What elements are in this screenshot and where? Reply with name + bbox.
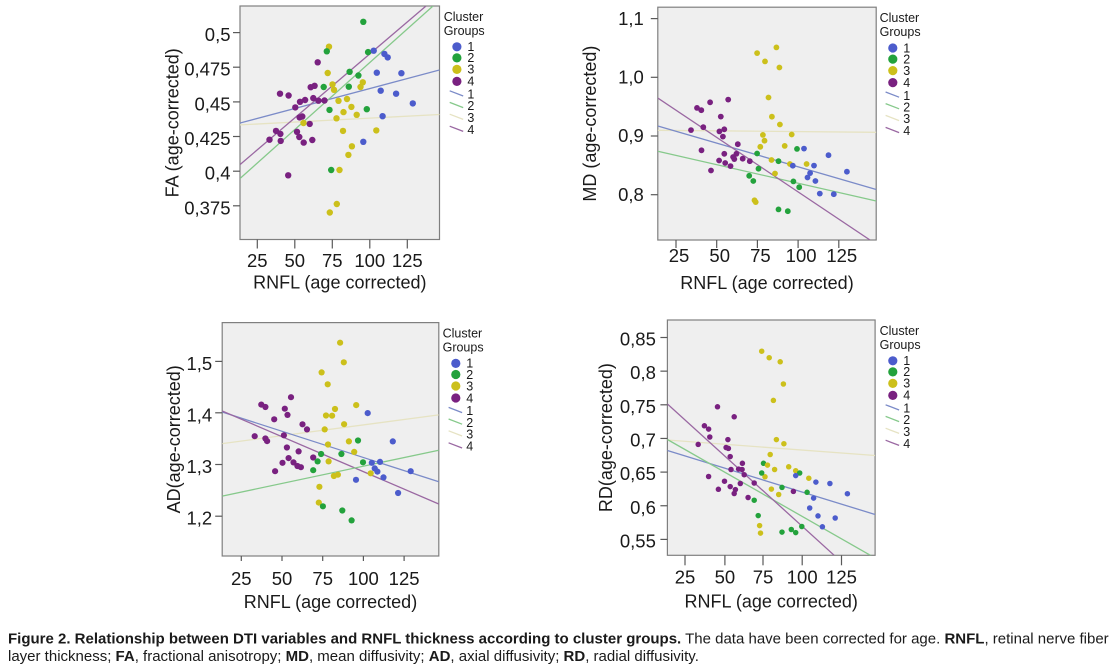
svg-text:Cluster: Cluster bbox=[880, 324, 920, 338]
svg-text:25: 25 bbox=[669, 245, 690, 266]
svg-text:75: 75 bbox=[312, 568, 333, 589]
svg-text:125: 125 bbox=[826, 245, 857, 266]
svg-text:1,0: 1,0 bbox=[618, 67, 644, 88]
svg-text:0,8: 0,8 bbox=[618, 184, 644, 205]
svg-text:25: 25 bbox=[247, 250, 268, 271]
svg-text:0,375: 0,375 bbox=[184, 197, 230, 218]
svg-text:3: 3 bbox=[903, 64, 910, 78]
svg-text:0,425: 0,425 bbox=[184, 128, 230, 149]
svg-text:1: 1 bbox=[903, 354, 910, 368]
svg-text:25: 25 bbox=[231, 568, 252, 589]
svg-text:Figure 2. Relationship between: Figure 2. Relationship between DTI varia… bbox=[8, 631, 1109, 648]
svg-text:1,2: 1,2 bbox=[186, 508, 212, 529]
svg-text:0,55: 0,55 bbox=[620, 530, 656, 551]
svg-text:3: 3 bbox=[467, 63, 474, 77]
svg-text:0,6: 0,6 bbox=[630, 497, 656, 518]
svg-text:3: 3 bbox=[903, 377, 910, 391]
svg-text:1,5: 1,5 bbox=[186, 353, 212, 374]
svg-text:1: 1 bbox=[903, 89, 910, 103]
svg-text:Cluster: Cluster bbox=[880, 11, 920, 25]
svg-text:2: 2 bbox=[903, 365, 910, 379]
svg-text:Groups: Groups bbox=[880, 25, 921, 39]
svg-text:2: 2 bbox=[467, 51, 474, 65]
svg-text:2: 2 bbox=[466, 416, 473, 430]
svg-text:AD(age-corrected): AD(age-corrected) bbox=[164, 365, 184, 513]
svg-text:3: 3 bbox=[466, 379, 473, 393]
svg-text:4: 4 bbox=[467, 123, 474, 137]
svg-text:RNFL (age corrected): RNFL (age corrected) bbox=[680, 273, 853, 293]
svg-text:RNFL (age corrected): RNFL (age corrected) bbox=[244, 592, 417, 612]
svg-text:layer thickness; FA, fractiona: layer thickness; FA, fractional anisotro… bbox=[8, 648, 699, 665]
svg-text:4: 4 bbox=[903, 389, 910, 403]
svg-text:0,75: 0,75 bbox=[620, 396, 656, 417]
svg-text:2: 2 bbox=[903, 52, 910, 66]
svg-text:0,85: 0,85 bbox=[620, 329, 656, 350]
svg-text:100: 100 bbox=[786, 245, 817, 266]
svg-text:0,4: 0,4 bbox=[205, 163, 231, 184]
svg-text:3: 3 bbox=[903, 112, 910, 126]
svg-text:125: 125 bbox=[389, 568, 420, 589]
svg-text:Groups: Groups bbox=[443, 341, 484, 355]
svg-text:1: 1 bbox=[903, 402, 910, 416]
svg-text:1,1: 1,1 bbox=[618, 8, 644, 29]
svg-text:MD (age-corrected): MD (age-corrected) bbox=[580, 46, 600, 202]
svg-text:1: 1 bbox=[467, 40, 474, 54]
svg-text:50: 50 bbox=[285, 250, 306, 271]
svg-text:1,3: 1,3 bbox=[186, 456, 212, 477]
svg-text:4: 4 bbox=[903, 124, 910, 138]
svg-text:0,5: 0,5 bbox=[205, 24, 231, 45]
svg-text:0,8: 0,8 bbox=[630, 362, 656, 383]
svg-text:3: 3 bbox=[467, 111, 474, 125]
svg-text:RD(age-corrected): RD(age-corrected) bbox=[596, 363, 616, 512]
svg-text:0,45: 0,45 bbox=[194, 93, 230, 114]
svg-text:Groups: Groups bbox=[880, 338, 921, 352]
svg-text:0,7: 0,7 bbox=[630, 429, 656, 450]
svg-text:75: 75 bbox=[750, 245, 771, 266]
svg-text:75: 75 bbox=[322, 250, 343, 271]
svg-text:1: 1 bbox=[467, 88, 474, 102]
svg-text:125: 125 bbox=[826, 567, 857, 588]
svg-text:3: 3 bbox=[903, 425, 910, 439]
svg-text:1: 1 bbox=[466, 404, 473, 418]
svg-text:75: 75 bbox=[753, 567, 774, 588]
svg-text:125: 125 bbox=[392, 250, 423, 271]
svg-text:1: 1 bbox=[466, 357, 473, 371]
svg-text:100: 100 bbox=[787, 567, 818, 588]
svg-text:25: 25 bbox=[675, 567, 696, 588]
svg-text:4: 4 bbox=[467, 75, 474, 89]
svg-text:50: 50 bbox=[715, 567, 736, 588]
svg-text:FA (age-corrected): FA (age-corrected) bbox=[163, 48, 183, 197]
svg-text:Groups: Groups bbox=[444, 24, 485, 38]
svg-text:100: 100 bbox=[354, 250, 385, 271]
svg-text:2: 2 bbox=[466, 368, 473, 382]
svg-text:1,4: 1,4 bbox=[186, 404, 212, 425]
svg-text:4: 4 bbox=[466, 440, 473, 454]
svg-text:50: 50 bbox=[272, 568, 293, 589]
svg-text:Cluster: Cluster bbox=[444, 10, 484, 24]
svg-text:50: 50 bbox=[709, 245, 730, 266]
svg-text:2: 2 bbox=[467, 99, 474, 113]
svg-text:3: 3 bbox=[466, 428, 473, 442]
svg-text:0,475: 0,475 bbox=[184, 59, 230, 80]
svg-text:Cluster: Cluster bbox=[443, 327, 483, 341]
svg-text:RNFL (age corrected): RNFL (age corrected) bbox=[253, 273, 426, 293]
svg-text:2: 2 bbox=[903, 100, 910, 114]
svg-text:4: 4 bbox=[903, 437, 910, 451]
svg-text:4: 4 bbox=[466, 391, 473, 405]
svg-text:1: 1 bbox=[903, 41, 910, 55]
svg-text:100: 100 bbox=[348, 568, 379, 589]
svg-text:RNFL (age corrected): RNFL (age corrected) bbox=[685, 592, 858, 612]
svg-text:2: 2 bbox=[903, 413, 910, 427]
svg-text:0,9: 0,9 bbox=[618, 125, 644, 146]
svg-text:4: 4 bbox=[903, 76, 910, 90]
svg-text:0,65: 0,65 bbox=[620, 463, 656, 484]
